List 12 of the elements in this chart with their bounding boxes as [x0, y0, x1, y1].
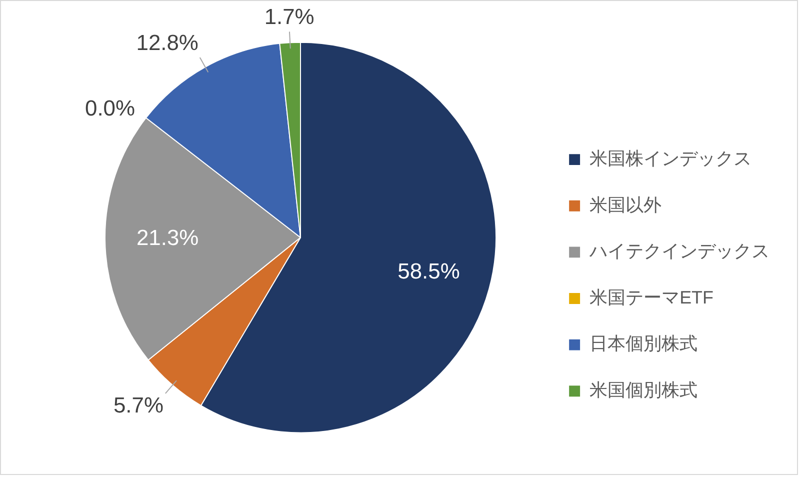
legend-label: 米国以外: [590, 194, 662, 215]
data-label: 5.7%: [113, 392, 164, 418]
legend-label: ハイテクインデックス: [588, 241, 770, 262]
legend-label: 米国個別株式: [590, 380, 698, 400]
legend-label: 日本個別株式: [590, 334, 698, 354]
data-label: 12.8%: [136, 30, 198, 55]
data-label: 1.7%: [264, 4, 314, 29]
legend-label: 米国テーマETF: [590, 287, 714, 308]
legend-label: 米国株インデックス: [590, 148, 752, 169]
data-label: 21.3%: [136, 224, 199, 250]
text: 0.0%: [85, 95, 135, 120]
data-label: 58.5%: [398, 258, 460, 284]
